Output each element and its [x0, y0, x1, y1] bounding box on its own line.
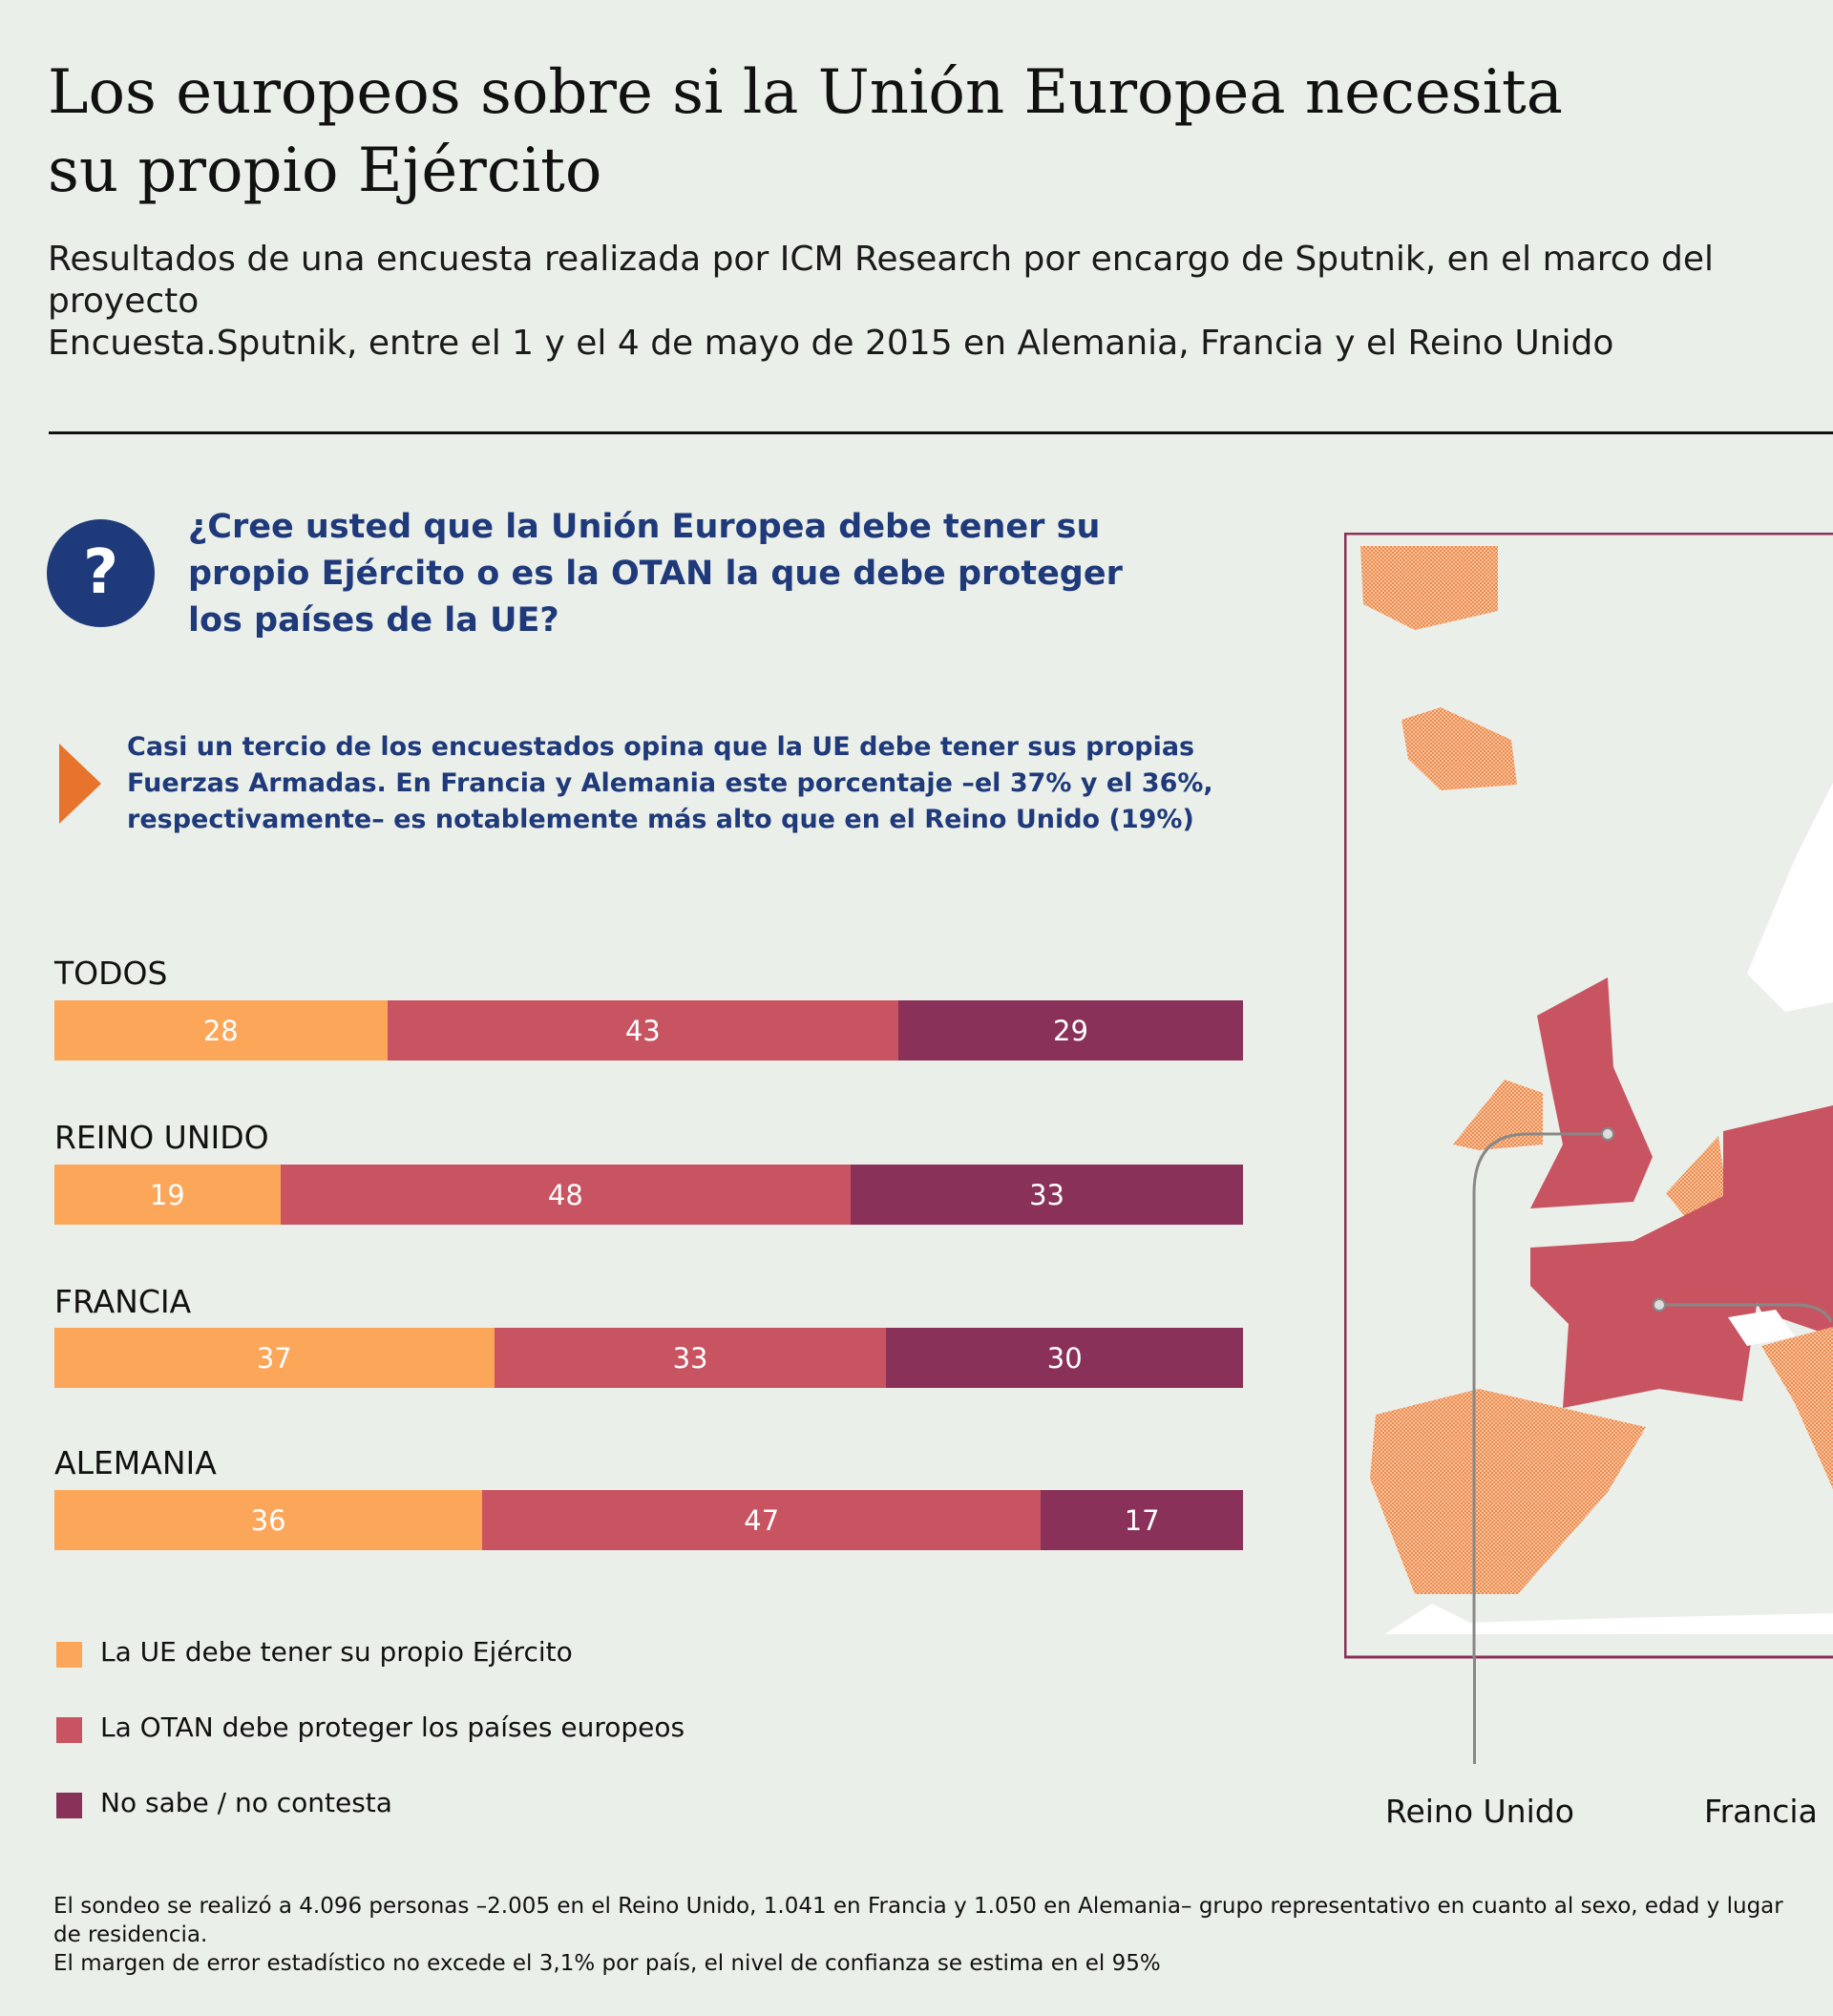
map-label-uk: Reino Unido — [1385, 1793, 1574, 1830]
legend-swatch-own-army — [56, 1642, 82, 1668]
leader-line-uk — [1472, 1132, 1608, 1659]
bar-value-label: 43 — [624, 1014, 661, 1047]
bar-segment: 48 — [280, 1165, 852, 1225]
map-italy-austria — [1761, 1327, 1833, 1489]
leader-line-uk-tail — [1473, 1657, 1476, 1764]
stacked-bar: 37 33 30 — [54, 1328, 1243, 1388]
bar-segment: 47 — [482, 1490, 1042, 1550]
map-africa — [1384, 1604, 1833, 1634]
footnote: El sondeo se realizó a 4.096 personas –2… — [53, 1892, 1810, 1978]
bar-segment: 36 — [54, 1490, 483, 1550]
legend-label-no-answer: No sabe / no contesta — [100, 1787, 392, 1818]
title-line-2: su propio Ejército — [48, 136, 602, 206]
leader-dot-uk — [1601, 1127, 1614, 1141]
subtitle-line-1: Resultados de una encuesta realizada por… — [48, 240, 1714, 321]
footnote-line-2: El margen de error estadístico no excede… — [53, 1951, 1161, 1976]
bar-value-label: 30 — [1046, 1341, 1083, 1375]
triangle-arrow-icon — [59, 744, 101, 824]
bar-category-label: REINO UNIDO — [54, 1119, 269, 1156]
subtitle-line-2: Encuesta.Sputnik, entre el 1 y el 4 de m… — [48, 324, 1614, 363]
legend-label-own-army: La UE debe tener su propio Ejército — [100, 1636, 573, 1668]
title-line-1: Los europeos sobre si la Unión Europea n… — [48, 57, 1563, 128]
map-france — [1530, 1196, 1761, 1408]
survey-question: ¿Cree usted que la Unión Europea debe te… — [188, 508, 1123, 640]
bar-segment: 30 — [886, 1328, 1243, 1388]
bar-value-label: 47 — [744, 1503, 780, 1537]
bar-category-label: TODOS — [54, 955, 168, 992]
bar-segment: 19 — [54, 1165, 281, 1225]
page-title: Los europeos sobre si la Unión Europea n… — [48, 53, 1814, 210]
map-scandinavia — [1747, 783, 1833, 1012]
map-greenland — [1360, 546, 1498, 630]
leader-line-france — [1659, 1303, 1833, 1323]
stacked-bar: 28 43 29 — [54, 1000, 1243, 1060]
europe-map — [1344, 533, 1833, 1659]
map-label-france: Francia — [1704, 1793, 1818, 1830]
bar-segment: 28 — [54, 1000, 388, 1060]
map-spain-portugal — [1370, 1389, 1646, 1594]
bar-segment: 33 — [494, 1328, 887, 1388]
map-uk — [1530, 977, 1653, 1208]
legend-swatch-no-answer — [56, 1793, 82, 1818]
bar-segment: 37 — [54, 1328, 495, 1388]
bar-value-label: 28 — [202, 1014, 239, 1047]
bar-segment: 29 — [897, 1000, 1243, 1060]
bar-segment: 43 — [387, 1000, 898, 1060]
bar-value-label: 33 — [672, 1341, 708, 1375]
legend-label-nato: La OTAN debe proteger los países europeo… — [100, 1712, 685, 1743]
map-frame — [1344, 533, 1833, 1659]
bar-category-label: ALEMANIA — [54, 1444, 217, 1481]
divider — [49, 431, 1833, 434]
legend-swatch-nato — [56, 1717, 82, 1743]
stacked-bar: 19 48 33 — [54, 1165, 1243, 1225]
leader-dot-france — [1653, 1298, 1666, 1312]
bar-value-label: 17 — [1124, 1503, 1160, 1537]
bar-category-label: FRANCIA — [54, 1283, 192, 1320]
map-germany — [1723, 1105, 1833, 1336]
bar-value-label: 29 — [1053, 1014, 1088, 1047]
question-mark-icon: ? — [47, 519, 155, 627]
bar-segment: 17 — [1041, 1490, 1243, 1550]
bar-value-label: 33 — [1029, 1178, 1065, 1211]
bar-value-label: 36 — [250, 1503, 286, 1537]
bar-value-label: 48 — [547, 1178, 583, 1211]
map-ireland — [1453, 1080, 1543, 1150]
map-iceland — [1401, 707, 1517, 790]
bar-value-label: 37 — [256, 1341, 292, 1375]
footnote-line-1: El sondeo se realizó a 4.096 personas –2… — [53, 1894, 1783, 1947]
stacked-bar: 36 47 17 — [54, 1490, 1243, 1550]
subtitle: Resultados de una encuesta realizada por… — [48, 239, 1804, 365]
map-switzerland — [1728, 1310, 1795, 1346]
summary-text: Casi un tercio de los encuestados opina … — [127, 732, 1213, 834]
bar-segment: 33 — [851, 1165, 1243, 1225]
bar-value-label: 19 — [149, 1178, 185, 1211]
